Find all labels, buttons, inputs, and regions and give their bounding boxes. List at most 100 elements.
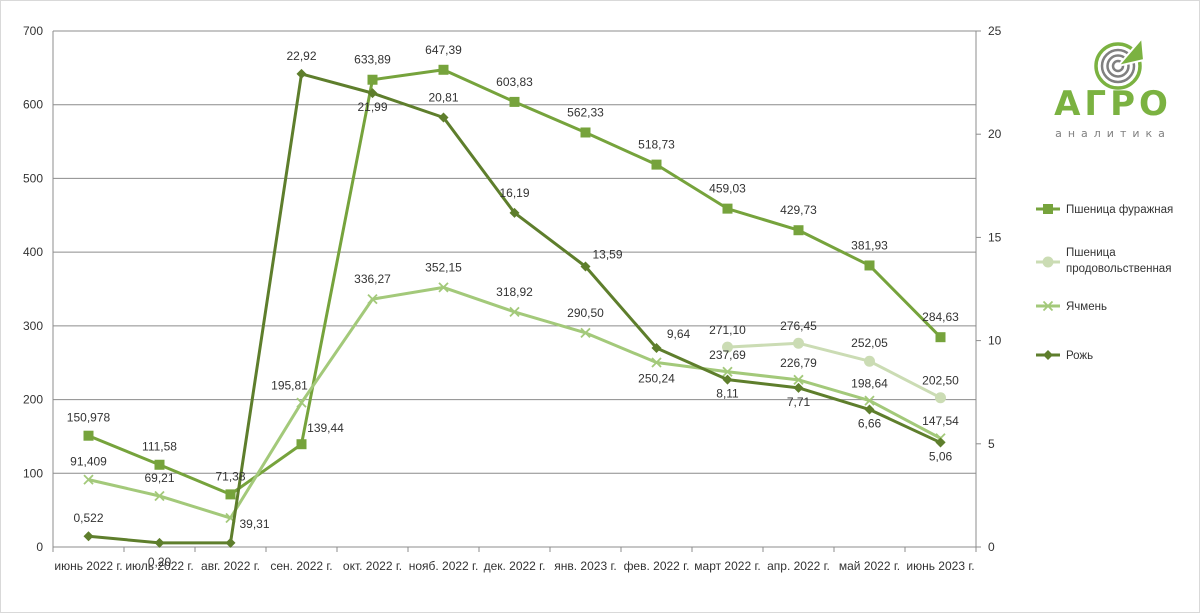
x-tick-label: март 2022 г. — [694, 559, 760, 573]
data-point — [438, 112, 449, 123]
data-label: 252,05 — [851, 336, 888, 350]
data-label: 647,39 — [425, 43, 462, 57]
data-point — [1043, 204, 1053, 214]
data-label: 276,45 — [780, 319, 817, 333]
y-right-tick-label: 20 — [988, 127, 1002, 141]
y-left-tick-label: 100 — [23, 466, 43, 480]
data-label: 318,92 — [496, 285, 533, 299]
data-label: 226,79 — [780, 356, 817, 370]
data-label: 562,33 — [567, 105, 604, 119]
y-left-tick-label: 600 — [23, 98, 43, 112]
y-right-tick-label: 5 — [988, 437, 995, 451]
x-tick-label: июнь 2022 г. — [54, 559, 122, 573]
x-tick-label: сен. 2022 г. — [270, 559, 332, 573]
data-point — [438, 282, 449, 293]
data-label: 9,64 — [667, 327, 691, 341]
legend-item: Пшеница продовольственная — [1036, 247, 1171, 275]
series-line — [87, 68, 942, 496]
x-tick-label: апр. 2022 г. — [767, 559, 830, 573]
legend-label: Ячмень — [1066, 301, 1107, 313]
data-point — [83, 531, 94, 542]
data-label: 284,63 — [922, 310, 959, 324]
data-point — [154, 459, 165, 470]
y-left-tick-label: 500 — [23, 171, 43, 185]
data-point — [580, 327, 591, 338]
data-label: 20,81 — [428, 90, 458, 104]
data-point — [1043, 350, 1053, 360]
y-left-tick-label: 700 — [23, 24, 43, 38]
logo-title: АГРО — [1054, 84, 1172, 124]
data-label: 8,11 — [716, 387, 739, 401]
data-label: 16,19 — [499, 186, 529, 200]
x-tick-label: дек. 2022 г. — [484, 559, 546, 573]
x-tick-label: авг. 2022 г. — [201, 559, 260, 573]
data-point — [793, 337, 804, 349]
legend-label: Рожь — [1066, 350, 1093, 362]
data-point — [722, 203, 733, 214]
data-label: 195,81 — [271, 379, 308, 393]
data-point — [83, 430, 94, 441]
data-point — [438, 64, 449, 75]
legend-item: Ячмень — [1036, 300, 1107, 313]
data-label: 336,27 — [354, 272, 391, 286]
series-line — [727, 341, 942, 400]
data-label: 518,73 — [638, 138, 675, 152]
data-point — [722, 366, 733, 377]
data-point — [793, 382, 804, 393]
data-label: 150,978 — [67, 411, 111, 425]
data-point — [864, 355, 875, 367]
y-left-tick-label: 300 — [23, 319, 43, 333]
data-label: 290,50 — [567, 306, 604, 320]
series-layer — [83, 64, 946, 548]
data-point — [722, 341, 733, 353]
x-tick-label: янв. 2023 г. — [554, 559, 616, 573]
y-left-tick-label: 200 — [23, 393, 43, 407]
axes: 0 100 200 300 400 500 600 700 0 5 10 15 20 25 июнь 202… — [23, 24, 1002, 573]
data-point — [935, 437, 946, 448]
data-label: 5,06 — [929, 450, 953, 464]
x-tick-label: май 2022 г. — [839, 559, 900, 573]
data-point — [651, 159, 662, 170]
brand-logo: АГРО аналитика — [1054, 35, 1172, 140]
data-label: 13,59 — [592, 248, 622, 262]
data-point — [651, 357, 662, 368]
data-point — [864, 395, 875, 406]
data-label: 91,409 — [70, 455, 107, 469]
data-point — [580, 261, 591, 272]
data-labels: 150,978 111,58 71,38 139,44 633,89 647,39 603,… — [67, 43, 959, 569]
data-point — [367, 74, 378, 85]
y-left-tick-label: 0 — [36, 540, 43, 554]
data-label: 381,93 — [851, 238, 888, 252]
data-point — [935, 392, 946, 404]
data-label: 250,24 — [638, 372, 675, 386]
data-point — [154, 490, 165, 502]
data-point — [651, 343, 662, 354]
legend-label: Пшеница фуражная — [1066, 204, 1173, 216]
data-point — [864, 260, 875, 271]
data-label: 202,50 — [922, 374, 959, 388]
series-3 — [83, 68, 946, 548]
data-point — [864, 404, 875, 415]
y-right-tick-label: 25 — [988, 24, 1002, 38]
legend-item: Рожь — [1036, 350, 1093, 362]
series-1 — [722, 337, 946, 404]
data-point — [509, 306, 520, 318]
data-label: 198,64 — [851, 377, 888, 391]
data-label: 0,20 — [148, 555, 172, 569]
x-tick-label: июнь 2023 г. — [906, 559, 974, 573]
data-point — [367, 88, 378, 99]
data-point — [296, 397, 307, 408]
data-point — [296, 68, 307, 79]
data-label: 69,21 — [144, 471, 174, 485]
legend-item: Пшеница фуражная — [1036, 204, 1173, 216]
y-right-tick-label: 0 — [988, 540, 995, 554]
data-point — [580, 127, 591, 138]
data-label: 7,71 — [787, 395, 811, 409]
data-point — [1042, 300, 1054, 312]
data-label: 352,15 — [425, 260, 462, 274]
data-label: 147,54 — [922, 414, 959, 428]
data-label: 429,73 — [780, 203, 817, 217]
data-label: 0,522 — [73, 511, 103, 525]
data-label: 237,69 — [709, 348, 746, 362]
legend-label: продовольственная — [1066, 263, 1171, 275]
